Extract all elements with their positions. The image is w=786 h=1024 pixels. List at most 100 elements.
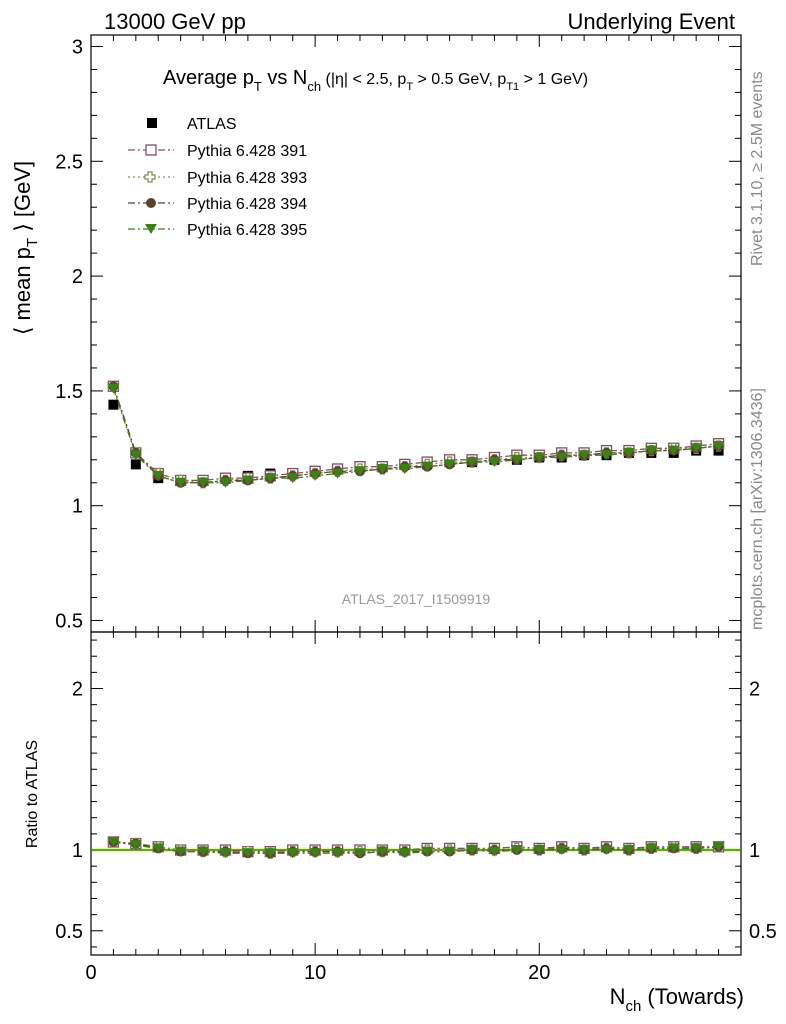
x-tick-label: 20 — [528, 962, 550, 984]
y-tick-label: 1 — [72, 496, 83, 518]
ratio-point-p395 — [286, 848, 299, 859]
data-point-p395 — [107, 383, 120, 394]
mcplots-label: mcplots.cern.ch [arXiv:1306.3436] — [749, 388, 766, 630]
ratio-y-tick-label-right: 0.5 — [749, 921, 777, 943]
data-point-p395 — [443, 459, 456, 470]
data-point-p395 — [578, 450, 591, 461]
ratio-point-p395 — [421, 846, 434, 857]
series-line-p394 — [112, 386, 719, 484]
data-point-p395 — [376, 463, 389, 474]
x-tick-label: 0 — [85, 962, 96, 984]
y-tick-label: 2 — [72, 266, 83, 288]
data-point-p395 — [712, 441, 725, 452]
series-line-p395 — [112, 388, 719, 484]
ratio-point-p395 — [107, 836, 120, 847]
ratio-point-p395 — [309, 848, 322, 859]
y-tick-label: 3 — [72, 36, 83, 58]
data-point-p395 — [152, 470, 165, 481]
legend-label-391: Pythia 6.428 391 — [187, 143, 307, 160]
ratio-point-p395 — [600, 845, 613, 856]
ratio-line-p391 — [113, 841, 719, 853]
y-tick-label: 2.5 — [55, 151, 83, 173]
ratio-point-p395 — [622, 845, 635, 856]
ratio-point-p395 — [690, 843, 703, 854]
y-tick-label: 0.5 — [55, 611, 83, 633]
ratio-y-tick-label: 1 — [72, 840, 83, 862]
legend-item-393: Pythia 6.428 393 — [128, 170, 307, 187]
ratio-point-p395 — [241, 848, 254, 859]
data-point-p395 — [600, 450, 613, 461]
data-point-p395 — [264, 473, 277, 484]
data-point-p395 — [488, 457, 501, 468]
legend-marker-393 — [144, 171, 156, 183]
header-left: 13000 GeV pp — [104, 9, 246, 34]
ratio-point-p395 — [578, 845, 591, 856]
main-series-group — [107, 380, 725, 489]
data-point-p395 — [421, 461, 434, 472]
ratio-point-p395 — [376, 846, 389, 857]
data-point-p395 — [174, 477, 187, 488]
ratio-point-p395 — [152, 843, 165, 854]
series-line-p393 — [112, 386, 719, 484]
data-point-p395 — [690, 443, 703, 454]
y-tick-label: 1.5 — [55, 381, 83, 403]
ratio-y-label: Ratio to ATLAS — [24, 740, 41, 848]
legend-label-393: Pythia 6.428 393 — [187, 170, 307, 187]
ratio-point-p395 — [488, 846, 501, 857]
ratio-series-group — [91, 836, 741, 859]
ratio-y-tick-label: 2 — [72, 679, 83, 701]
main-x-axis — [90, 35, 742, 632]
ratio-point-p395 — [533, 845, 546, 856]
ratio-point-p395 — [555, 845, 568, 856]
legend-item-394: Pythia 6.428 394 — [128, 196, 307, 213]
ratio-y-tick-label: 0.5 — [55, 921, 83, 943]
legend: ATLAS Pythia 6.428 391 Pythia 6.428 393 … — [128, 116, 307, 239]
chart-title: Average pT vs Nch (|η| < 2.5, pT > 0.5 G… — [163, 67, 588, 94]
legend-marker-391 — [145, 144, 157, 156]
data-point-p395 — [533, 452, 546, 463]
data-point-p395 — [353, 466, 366, 477]
ratio-y-axis: 0.5 0.5 1 1 2 2 — [55, 639, 777, 948]
data-point-p395 — [331, 468, 344, 479]
ratio-plot-frame — [90, 631, 742, 956]
ratio-point-p395 — [466, 845, 479, 856]
data-point-p395 — [645, 445, 658, 456]
data-point-atlas — [130, 459, 141, 470]
data-point-p395 — [241, 475, 254, 486]
legend-item-391: Pythia 6.428 391 — [128, 143, 307, 160]
analysis-watermark: ATLAS_2017_I1509919 — [342, 591, 491, 607]
data-point-p395 — [309, 470, 322, 481]
ratio-line-p395 — [113, 841, 719, 854]
data-point-p395 — [398, 463, 411, 474]
legend-label-atlas: ATLAS — [187, 116, 237, 133]
data-point-p395 — [129, 450, 142, 461]
legend-label-394: Pythia 6.428 394 — [187, 196, 307, 213]
legend-item-atlas: ATLAS — [147, 116, 237, 133]
legend-marker-395 — [145, 224, 157, 234]
data-point-p395 — [510, 454, 523, 465]
legend-marker-394 — [146, 198, 156, 208]
data-point-p395 — [622, 447, 635, 458]
ratio-point-p395 — [219, 848, 232, 859]
ratio-point-p395 — [174, 846, 187, 857]
ratio-point-p395 — [667, 843, 680, 854]
data-point-p395 — [219, 477, 232, 488]
data-point-p395 — [286, 473, 299, 484]
x-tick-label: 10 — [304, 962, 326, 984]
ratio-point-p395 — [129, 840, 142, 851]
ratio-y-tick-label-right: 2 — [749, 679, 760, 701]
ratio-point-p395 — [645, 843, 658, 854]
data-point-p395 — [197, 477, 210, 488]
legend-marker-atlas — [147, 118, 157, 128]
ratio-point-p395 — [264, 848, 277, 859]
ratio-y-tick-label-right: 1 — [749, 840, 760, 862]
ratio-line-p394 — [113, 841, 719, 854]
main-y-label: ⟨ mean pT ⟩ [GeV] — [10, 161, 41, 335]
legend-item-395: Pythia 6.428 395 — [128, 222, 307, 239]
x-axis-label: Nch (Towards) — [610, 984, 744, 1015]
legend-label-395: Pythia 6.428 395 — [187, 222, 307, 239]
data-point-atlas — [108, 399, 119, 410]
data-point-p395 — [555, 452, 568, 463]
ratio-point-p395 — [331, 848, 344, 859]
